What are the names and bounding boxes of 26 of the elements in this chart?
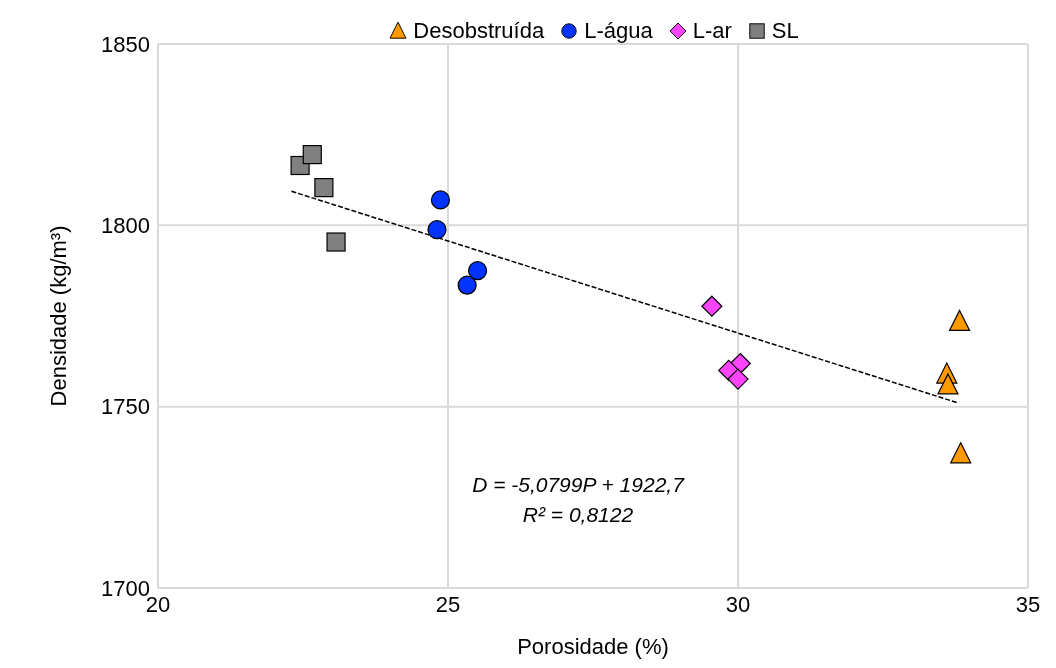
point [467, 261, 488, 281]
x-tick-label: 35 [1015, 591, 1041, 617]
x-tick-label: 25 [435, 591, 461, 617]
point [950, 442, 972, 464]
point [302, 145, 322, 165]
point [727, 368, 749, 390]
x-axis-title: Porosidade (%) [517, 634, 669, 659]
y-tick-label: 1800 [101, 213, 150, 239]
annotation: D = -5,0799P + 1922,7 [471, 472, 686, 498]
point [314, 178, 334, 198]
point [457, 275, 477, 295]
x-tick-label: 30 [725, 591, 751, 617]
legend-label: L-ar [692, 18, 732, 44]
annotation: R² = 0,8122 [521, 502, 635, 528]
y-tick-label: 1850 [101, 31, 150, 57]
point [948, 309, 971, 332]
point [430, 190, 451, 210]
point [701, 295, 723, 317]
legend-label: Desobstruída [413, 18, 545, 44]
legend-label: L-água [584, 18, 653, 44]
y-axis-title: Densidade (kg/m³) [45, 225, 71, 407]
y-tick-label: 1750 [101, 394, 150, 420]
legend-label: SL [771, 18, 799, 44]
point [937, 373, 959, 395]
point [427, 220, 447, 240]
point [326, 232, 346, 252]
